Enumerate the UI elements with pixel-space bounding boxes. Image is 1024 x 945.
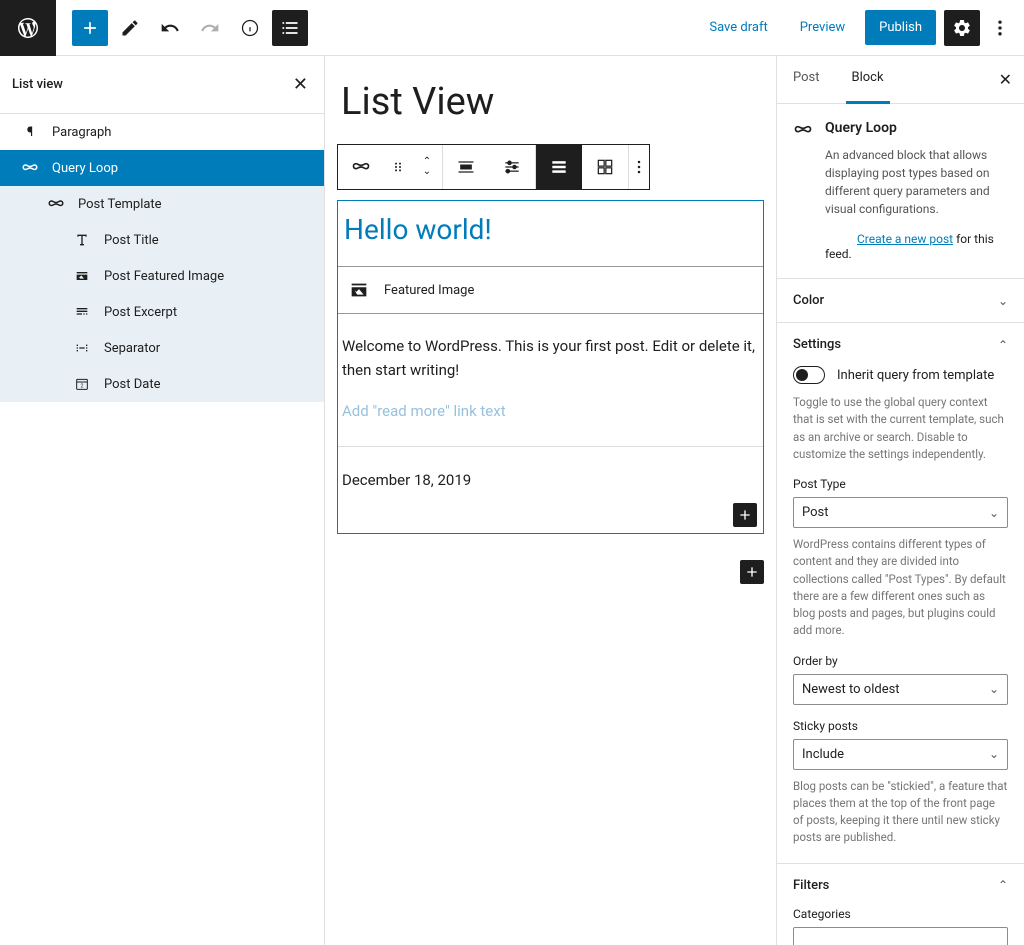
post-type-help: WordPress contains different types of co… [793, 536, 1008, 640]
tree-item-post-template[interactable]: Post Template [0, 186, 324, 222]
excerpt-icon [72, 302, 92, 322]
block-info-section: Query Loop An advanced block that allows… [777, 104, 1024, 279]
filters-panel-toggle[interactable]: Filters ⌃ [777, 864, 1024, 907]
block-type-button[interactable] [338, 145, 384, 189]
date-icon: 2 [72, 374, 92, 394]
image-icon [348, 279, 370, 301]
tree-item-separator[interactable]: Separator [0, 330, 324, 366]
tree-item-query-loop[interactable]: Query Loop [0, 150, 324, 186]
close-sidebar-button[interactable]: ✕ [987, 56, 1024, 103]
redo-button[interactable] [192, 10, 228, 46]
undo-button[interactable] [152, 10, 188, 46]
post-type-select[interactable]: Post ⌄ [793, 497, 1008, 528]
toolbar-left [56, 10, 308, 46]
query-loop-block[interactable]: Hello world! Featured Image Welcome to W… [337, 200, 764, 534]
top-toolbar: Save draft Preview Publish [0, 0, 1024, 56]
readmore-placeholder[interactable]: Add "read more" link text [338, 388, 763, 446]
post-type-label: Post Type [793, 477, 1008, 491]
settings-button[interactable] [944, 10, 980, 46]
post-date-block[interactable]: December 18, 2019 [338, 447, 763, 533]
preview-button[interactable]: Preview [788, 12, 857, 43]
add-block-after-button[interactable] [740, 560, 764, 584]
edit-modes-button[interactable] [112, 10, 148, 46]
title-icon [72, 230, 92, 250]
inherit-query-toggle[interactable] [793, 366, 825, 384]
loop-icon [20, 158, 40, 178]
tree-item-post-date[interactable]: 2 Post Date [0, 366, 324, 402]
more-options-button[interactable] [988, 10, 1012, 46]
align-button[interactable] [443, 145, 489, 189]
add-inner-block-button[interactable] [733, 503, 757, 527]
block-description: An advanced block that allows displaying… [825, 146, 1008, 218]
display-settings-button[interactable] [489, 145, 535, 189]
color-panel: Color ⌄ [777, 279, 1024, 323]
settings-sidebar: Post Block ✕ Query Loop An advanced bloc… [776, 56, 1024, 945]
svg-text:2: 2 [81, 383, 84, 389]
inherit-help-text: Toggle to use the global query context t… [793, 394, 1008, 463]
settings-panel: Settings ⌃ Inherit query from template T… [777, 323, 1024, 864]
block-toolbar: ⌃⌄ [337, 144, 650, 190]
chevron-down-icon: ⌄ [989, 682, 999, 696]
tab-block[interactable]: Block [836, 56, 900, 103]
wordpress-logo[interactable] [0, 0, 56, 56]
block-name: Query Loop [825, 120, 897, 136]
sidebar-tabs: Post Block ✕ [777, 56, 1024, 104]
toolbar-right: Save draft Preview Publish [697, 10, 1024, 46]
publish-button[interactable]: Publish [865, 10, 936, 45]
color-panel-toggle[interactable]: Color ⌄ [777, 279, 1024, 322]
chevron-down-icon: ⌄ [989, 747, 999, 761]
sticky-help: Blog posts can be "stickied", a feature … [793, 778, 1008, 847]
list-view-title: List view [12, 77, 63, 92]
sticky-label: Sticky posts [793, 719, 1008, 733]
info-button[interactable] [232, 10, 268, 46]
editor-canvas: List View ⌃⌄ [325, 56, 776, 945]
separator-icon [72, 338, 92, 358]
list-layout-button[interactable] [536, 145, 582, 189]
chevron-up-icon: ⌃ [998, 338, 1008, 352]
chevron-up-icon: ⌃ [998, 878, 1008, 892]
tree-item-post-excerpt[interactable]: Post Excerpt [0, 294, 324, 330]
excerpt-block[interactable]: Welcome to WordPress. This is your first… [338, 314, 763, 388]
tab-post[interactable]: Post [777, 56, 836, 103]
categories-input[interactable] [793, 927, 1008, 945]
inherit-query-label: Inherit query from template [837, 368, 994, 383]
loop-icon [793, 120, 813, 140]
block-more-button[interactable] [629, 145, 649, 189]
post-title-block[interactable]: Hello world! [338, 201, 763, 267]
close-list-view-button[interactable]: ✕ [289, 70, 312, 99]
paragraph-icon: ¶ [20, 122, 40, 142]
grid-layout-button[interactable] [582, 145, 628, 189]
filters-panel: Filters ⌃ Categories [777, 864, 1024, 945]
settings-panel-toggle[interactable]: Settings ⌃ [777, 323, 1024, 366]
create-post-link[interactable]: Create a new post [857, 232, 953, 246]
image-icon [72, 266, 92, 286]
chevron-down-icon: ⌄ [998, 294, 1008, 308]
save-draft-button[interactable]: Save draft [697, 12, 779, 43]
list-view-panel: List view ✕ ¶ Paragraph Query Loop Post … [0, 56, 325, 945]
move-updown-button[interactable]: ⌃⌄ [412, 145, 442, 189]
featured-image-block[interactable]: Featured Image [338, 267, 763, 314]
tree-item-paragraph[interactable]: ¶ Paragraph [0, 114, 324, 150]
drag-handle-button[interactable] [384, 145, 412, 189]
order-by-label: Order by [793, 654, 1008, 668]
list-view-button[interactable] [272, 10, 308, 46]
categories-label: Categories [793, 907, 1008, 921]
tree-item-post-title[interactable]: Post Title [0, 222, 324, 258]
page-title[interactable]: List View [341, 80, 764, 124]
sticky-select[interactable]: Include ⌄ [793, 739, 1008, 770]
tree-item-featured-image[interactable]: Post Featured Image [0, 258, 324, 294]
loop-icon [46, 194, 66, 214]
add-block-button[interactable] [72, 10, 108, 46]
order-by-select[interactable]: Newest to oldest ⌄ [793, 674, 1008, 705]
list-view-header: List view ✕ [0, 56, 324, 114]
chevron-down-icon: ⌄ [989, 506, 999, 520]
